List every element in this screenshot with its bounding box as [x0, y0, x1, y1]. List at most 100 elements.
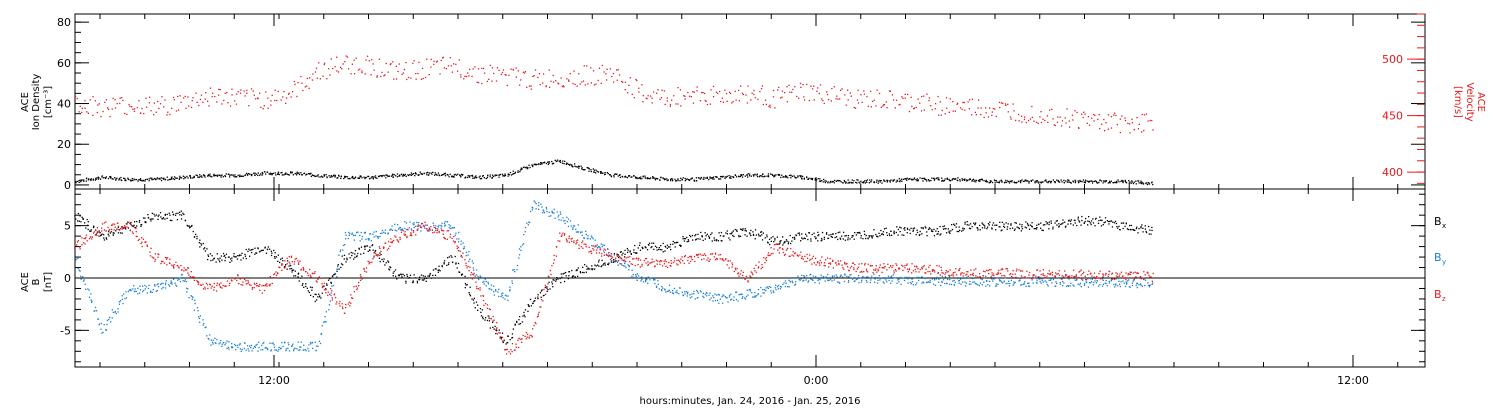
- velocity-point: [680, 89, 681, 90]
- ion-density-point: [571, 164, 572, 165]
- bx-point: [221, 260, 222, 261]
- ion-density-point: [328, 175, 329, 176]
- ion-density-point: [171, 177, 172, 178]
- by-point: [203, 325, 204, 326]
- by-point: [95, 307, 96, 308]
- bx-point: [1078, 218, 1079, 219]
- velocity-point: [1038, 123, 1039, 124]
- by-point: [1098, 286, 1099, 287]
- bx-point: [639, 242, 640, 243]
- by-point: [1147, 282, 1148, 283]
- bx-point: [1057, 220, 1058, 221]
- bz-point: [447, 239, 448, 240]
- bx-point: [423, 275, 424, 276]
- by-point: [807, 282, 808, 283]
- bx-point: [826, 234, 827, 235]
- by-point: [682, 292, 683, 293]
- bx-point: [226, 254, 227, 255]
- by-point: [726, 297, 727, 298]
- ion-density-point: [361, 177, 362, 178]
- bz-point: [95, 234, 96, 235]
- bz-point: [462, 257, 463, 258]
- ion-density-point: [827, 182, 828, 183]
- by-point: [664, 289, 665, 290]
- by-point: [570, 220, 571, 221]
- by-point: [848, 282, 849, 283]
- velocity-point: [769, 105, 770, 106]
- bz-point: [250, 285, 251, 286]
- ion-density-point: [340, 178, 341, 179]
- velocity-point: [84, 100, 85, 101]
- bx-point: [586, 266, 587, 267]
- by-point: [1093, 284, 1094, 285]
- by-point: [862, 276, 863, 277]
- bx-point: [353, 258, 354, 259]
- bz-point: [395, 236, 396, 237]
- bx-point: [977, 229, 978, 230]
- by-point: [742, 296, 743, 297]
- velocity-point: [1147, 120, 1148, 121]
- bx-point: [555, 281, 556, 282]
- by-point: [657, 280, 658, 281]
- velocity-point: [176, 110, 177, 111]
- by-point: [130, 290, 131, 291]
- ion-density-point: [662, 177, 663, 178]
- bx-point: [525, 309, 526, 310]
- bx-point: [163, 217, 164, 218]
- velocity-point: [1134, 129, 1135, 130]
- bx-point: [728, 237, 729, 238]
- by-point: [662, 288, 663, 289]
- bz-point: [303, 267, 304, 268]
- velocity-point: [787, 86, 788, 87]
- by-point: [874, 282, 875, 283]
- by-point: [329, 304, 330, 305]
- bx-point: [854, 239, 855, 240]
- by-point: [108, 319, 109, 320]
- bx-point: [557, 278, 558, 279]
- bx-point: [1029, 229, 1030, 230]
- velocity-point: [154, 103, 155, 104]
- ion-density-point: [504, 174, 505, 175]
- velocity-point: [561, 77, 562, 78]
- by-point: [462, 242, 463, 243]
- bx-point: [523, 312, 524, 313]
- bx-point: [1091, 220, 1092, 221]
- bx-point: [325, 288, 326, 289]
- velocity-point: [1143, 130, 1144, 131]
- ion-density-point: [523, 167, 524, 168]
- ion-density-point: [132, 178, 133, 179]
- by-point: [649, 279, 650, 280]
- velocity-point: [115, 107, 116, 108]
- bz-point: [328, 292, 329, 293]
- by-point: [651, 278, 652, 279]
- bx-point: [551, 281, 552, 282]
- ion-density-point: [536, 164, 537, 165]
- by-point: [696, 290, 697, 291]
- by-point: [509, 289, 510, 290]
- by-point: [841, 275, 842, 276]
- velocity-point: [408, 77, 409, 78]
- velocity-point: [747, 86, 748, 87]
- by-point: [742, 298, 743, 299]
- by-point: [757, 294, 758, 295]
- ion-density-point: [1045, 179, 1046, 180]
- bx-point: [167, 218, 168, 219]
- bx-point: [982, 227, 983, 228]
- bz-point: [124, 226, 125, 227]
- ion-density-point: [110, 177, 111, 178]
- bz-point: [372, 258, 373, 259]
- by-point: [102, 332, 103, 333]
- bx-point: [633, 252, 634, 253]
- velocity-point: [392, 61, 393, 62]
- bx-point: [1103, 224, 1104, 225]
- bx-point: [499, 330, 500, 331]
- ion-density-point: [682, 179, 683, 180]
- velocity-point: [459, 59, 460, 60]
- by-point: [737, 300, 738, 301]
- by-point: [552, 212, 553, 213]
- by-point: [320, 343, 321, 344]
- ion-density-point: [696, 177, 697, 178]
- ion-density-point: [1041, 182, 1042, 183]
- bx-point: [1064, 222, 1065, 223]
- bx-point: [968, 225, 969, 226]
